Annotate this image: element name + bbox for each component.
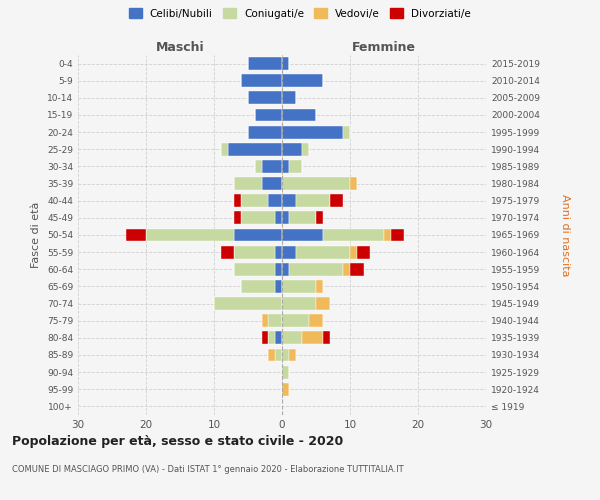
Bar (275, 263, 282, 276)
Bar (282, 297, 316, 310)
Bar (282, 212, 289, 224)
Bar (282, 194, 296, 207)
Bar (241, 280, 275, 293)
Bar (241, 212, 275, 224)
Bar (241, 194, 268, 207)
Bar (282, 108, 316, 122)
Bar (282, 366, 289, 378)
Bar (343, 126, 350, 138)
Bar (282, 177, 350, 190)
Bar (262, 177, 282, 190)
Bar (282, 332, 302, 344)
Bar (282, 143, 302, 156)
Bar (329, 194, 343, 207)
Bar (125, 228, 146, 241)
Bar (282, 228, 323, 241)
Bar (214, 297, 282, 310)
Bar (384, 228, 391, 241)
Bar (235, 212, 241, 224)
Bar (241, 74, 282, 87)
Bar (302, 143, 309, 156)
Bar (268, 348, 275, 362)
Y-axis label: Fasce di età: Fasce di età (31, 202, 41, 268)
Bar (262, 314, 268, 327)
Bar (309, 314, 323, 327)
Bar (296, 246, 350, 258)
Bar (282, 126, 343, 138)
Bar (316, 280, 323, 293)
Bar (255, 108, 282, 122)
Bar (275, 332, 282, 344)
Text: Popolazione per età, sesso e stato civile - 2020: Popolazione per età, sesso e stato civil… (12, 435, 343, 448)
Legend: Celibi/Nubili, Coniugati/e, Vedovi/e, Divorziati/e: Celibi/Nubili, Coniugati/e, Vedovi/e, Di… (126, 5, 474, 21)
Bar (282, 92, 296, 104)
Bar (350, 263, 364, 276)
Bar (235, 246, 275, 258)
Bar (275, 348, 282, 362)
Bar (262, 160, 282, 173)
Bar (268, 194, 282, 207)
Bar (235, 263, 275, 276)
Text: Femmine: Femmine (352, 41, 416, 54)
Bar (275, 212, 282, 224)
Bar (391, 228, 404, 241)
Bar (350, 177, 357, 190)
Bar (275, 280, 282, 293)
Bar (289, 348, 296, 362)
Bar (268, 314, 282, 327)
Bar (296, 194, 329, 207)
Text: Maschi: Maschi (155, 41, 205, 54)
Bar (316, 212, 323, 224)
Bar (357, 246, 370, 258)
Y-axis label: Anni di nascita: Anni di nascita (560, 194, 569, 276)
Bar (282, 348, 289, 362)
Bar (146, 228, 235, 241)
Bar (282, 246, 296, 258)
Bar (289, 212, 316, 224)
Bar (282, 314, 309, 327)
Bar (235, 194, 241, 207)
Bar (289, 160, 302, 173)
Bar (282, 383, 289, 396)
Bar (282, 263, 289, 276)
Bar (282, 160, 289, 173)
Bar (323, 332, 329, 344)
Bar (235, 177, 262, 190)
Bar (282, 280, 316, 293)
Bar (221, 143, 227, 156)
Text: COMUNE DI MASCIAGO PRIMO (VA) - Dati ISTAT 1° gennaio 2020 - Elaborazione TUTTIT: COMUNE DI MASCIAGO PRIMO (VA) - Dati IST… (12, 465, 404, 474)
Bar (282, 74, 323, 87)
Bar (316, 297, 329, 310)
Bar (282, 57, 289, 70)
Bar (221, 246, 235, 258)
Bar (302, 332, 323, 344)
Bar (289, 263, 343, 276)
Bar (248, 57, 282, 70)
Bar (248, 92, 282, 104)
Bar (343, 263, 350, 276)
Bar (227, 143, 282, 156)
Bar (268, 332, 275, 344)
Bar (255, 160, 262, 173)
Bar (248, 126, 282, 138)
Bar (235, 228, 282, 241)
Bar (262, 332, 268, 344)
Bar (350, 246, 357, 258)
Bar (275, 246, 282, 258)
Bar (323, 228, 384, 241)
